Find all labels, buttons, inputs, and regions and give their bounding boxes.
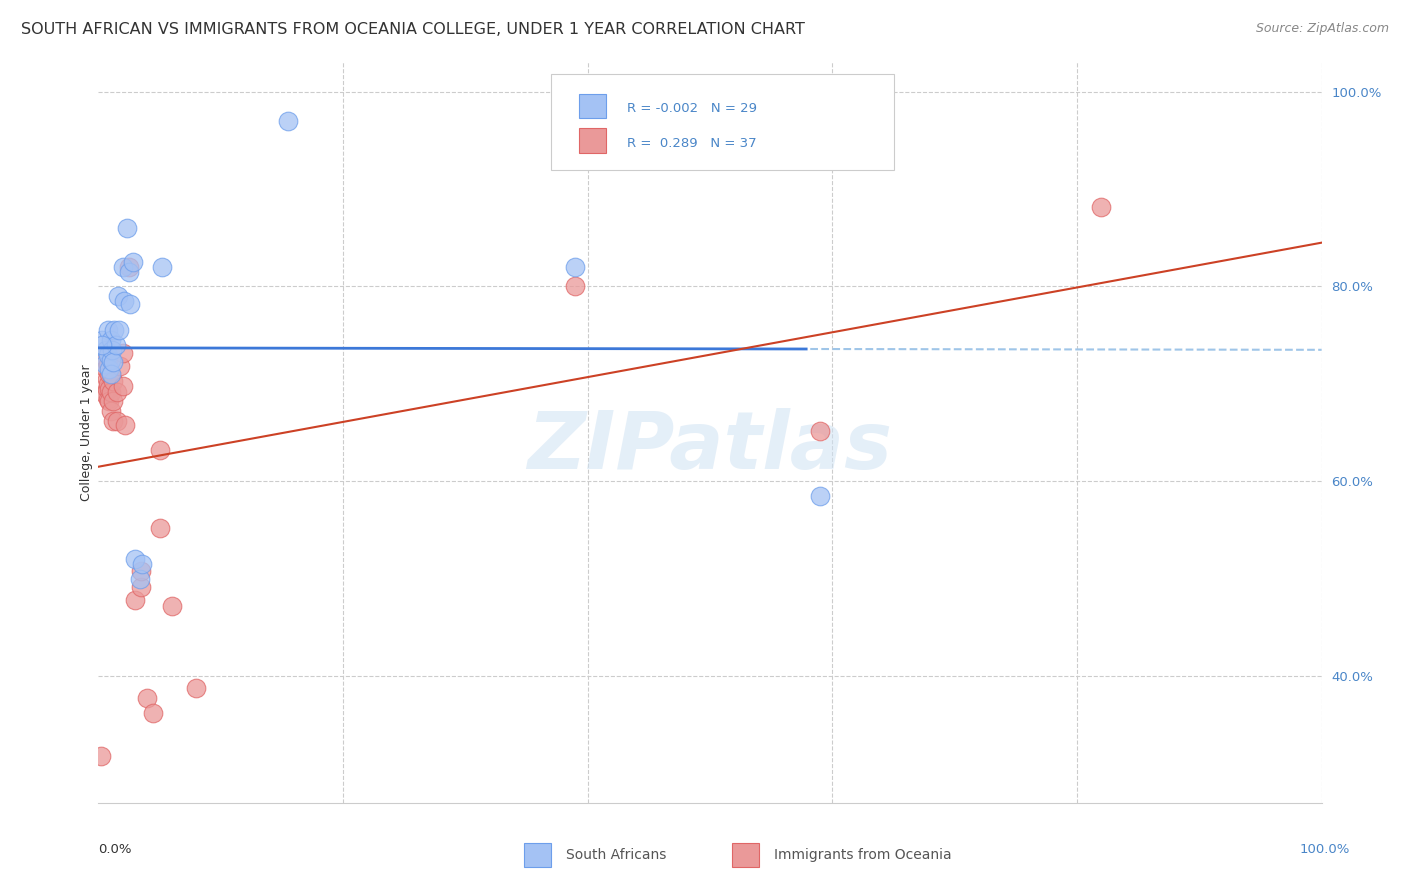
Text: 100.0%: 100.0% <box>1299 843 1350 855</box>
Point <box>808 489 831 503</box>
Point <box>111 260 134 274</box>
Point <box>808 424 831 438</box>
Point <box>97 323 120 337</box>
Point <box>91 333 114 347</box>
Point <box>1090 200 1112 214</box>
Point <box>93 358 115 372</box>
Point <box>564 260 586 274</box>
Point <box>105 384 128 399</box>
Text: ZIPatlas: ZIPatlas <box>527 409 893 486</box>
Point <box>564 279 586 293</box>
FancyBboxPatch shape <box>551 73 894 169</box>
Point <box>100 367 122 381</box>
Point <box>186 681 208 695</box>
Point <box>112 294 135 309</box>
Point <box>94 362 117 376</box>
Point <box>114 417 136 432</box>
Point <box>111 379 134 393</box>
Point <box>98 367 121 381</box>
Point <box>129 572 152 586</box>
Point <box>100 333 122 347</box>
Point <box>100 404 122 418</box>
Point <box>105 414 128 428</box>
Text: 0.0%: 0.0% <box>98 843 132 855</box>
Point <box>101 374 124 388</box>
FancyBboxPatch shape <box>579 128 606 153</box>
Point <box>160 599 183 613</box>
Point <box>97 392 120 406</box>
Point <box>98 362 121 376</box>
Point <box>277 114 299 128</box>
Point <box>104 338 127 352</box>
Point <box>100 352 122 367</box>
Point <box>93 386 115 401</box>
Point <box>90 749 112 764</box>
Point <box>111 345 134 359</box>
Text: Immigrants from Oceania: Immigrants from Oceania <box>773 848 952 863</box>
Text: SOUTH AFRICAN VS IMMIGRANTS FROM OCEANIA COLLEGE, UNDER 1 YEAR CORRELATION CHART: SOUTH AFRICAN VS IMMIGRANTS FROM OCEANIA… <box>21 22 806 37</box>
FancyBboxPatch shape <box>524 843 551 867</box>
Point <box>131 557 153 571</box>
Point <box>129 580 152 594</box>
Text: Source: ZipAtlas.com: Source: ZipAtlas.com <box>1256 22 1389 36</box>
Text: R =  0.289   N = 37: R = 0.289 N = 37 <box>627 136 756 150</box>
Point <box>96 372 118 386</box>
Point <box>107 289 129 303</box>
Text: South Africans: South Africans <box>565 848 666 863</box>
Point <box>115 221 138 235</box>
Point <box>149 443 172 458</box>
Text: R = -0.002   N = 29: R = -0.002 N = 29 <box>627 102 756 115</box>
Point <box>91 338 114 352</box>
Point <box>124 552 146 566</box>
Point <box>100 384 122 399</box>
Point <box>101 343 124 357</box>
Point <box>94 343 117 357</box>
Point <box>149 521 172 535</box>
Point <box>150 260 173 274</box>
Point <box>97 348 120 362</box>
Point <box>98 394 121 409</box>
Point <box>124 593 146 607</box>
Point <box>101 414 124 428</box>
Point <box>101 394 124 409</box>
Point <box>136 690 159 705</box>
Point <box>98 382 121 396</box>
Point <box>96 382 118 396</box>
Point <box>120 297 142 311</box>
Point <box>101 355 124 369</box>
FancyBboxPatch shape <box>579 94 606 118</box>
Point <box>129 564 152 578</box>
FancyBboxPatch shape <box>733 843 759 867</box>
Point <box>121 255 143 269</box>
Point <box>108 323 131 337</box>
Point <box>110 359 132 374</box>
Point <box>100 367 122 381</box>
Point <box>97 376 120 391</box>
Point <box>118 260 141 274</box>
Y-axis label: College, Under 1 year: College, Under 1 year <box>80 364 93 501</box>
Point <box>142 706 165 721</box>
Point <box>118 265 141 279</box>
Point <box>103 323 125 337</box>
Point <box>91 348 114 362</box>
Point <box>97 358 120 372</box>
